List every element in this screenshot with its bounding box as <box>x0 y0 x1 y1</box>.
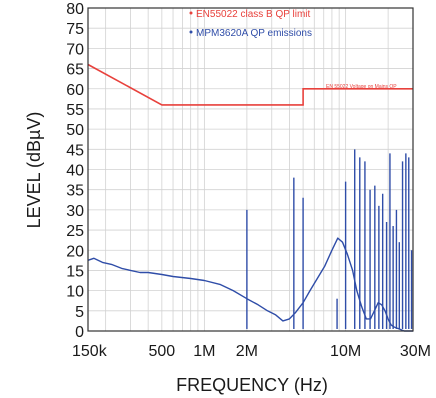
y-tick-label: 15 <box>66 263 84 280</box>
x-tick-label: 10M <box>330 343 361 360</box>
y-tick-label: 50 <box>66 122 84 139</box>
legend-limit-marker <box>189 11 193 15</box>
limit-annotation: EN 55022 Voltage on Mains QP <box>326 84 397 90</box>
plot-frame <box>87 7 414 332</box>
x-tick-label: 500 <box>149 343 176 360</box>
y-tick-labels: 0 5 10 15 20 25 30 35 40 45 50 55 60 65 70 75 80 <box>66 1 84 341</box>
x-tick-labels: 150k 500 1M 2M 10M 30M <box>72 343 431 360</box>
y-tick-label: 65 <box>66 62 84 79</box>
y-tick-label: 30 <box>66 203 84 220</box>
limit-line <box>87 63 413 106</box>
y-tick-label: 35 <box>66 183 84 200</box>
y-tick-label: 80 <box>66 1 84 18</box>
y-tick-label: 40 <box>66 163 84 180</box>
y-tick-label: 60 <box>66 82 84 99</box>
y-tick-label: 20 <box>66 243 84 260</box>
y-tick-label: 45 <box>66 142 84 159</box>
x-tick-label: 2M <box>236 343 258 360</box>
legend-emissions-marker <box>189 30 193 34</box>
y-axis-title: LEVEL (dBµV) <box>24 112 44 229</box>
y-tick-label: 75 <box>66 21 84 38</box>
series-layer <box>87 63 413 332</box>
x-axis-title: FREQUENCY (Hz) <box>176 375 328 395</box>
y-tick-label: 25 <box>66 223 84 240</box>
legend-emissions-label: MPM3620A QP emissions <box>196 28 312 39</box>
emissions-line <box>87 237 413 332</box>
y-tick-label: 5 <box>75 304 84 321</box>
legend-limit-label: EN55022 class B QP limit <box>196 9 311 20</box>
y-tick-label: 70 <box>66 41 84 58</box>
y-tick-label: 0 <box>75 324 84 341</box>
y-tick-label: 55 <box>66 102 84 119</box>
x-tick-label: 1M <box>193 343 215 360</box>
x-tick-label: 30M <box>400 343 431 360</box>
y-tick-label: 10 <box>66 284 84 301</box>
x-tick-label: 150k <box>72 343 108 360</box>
